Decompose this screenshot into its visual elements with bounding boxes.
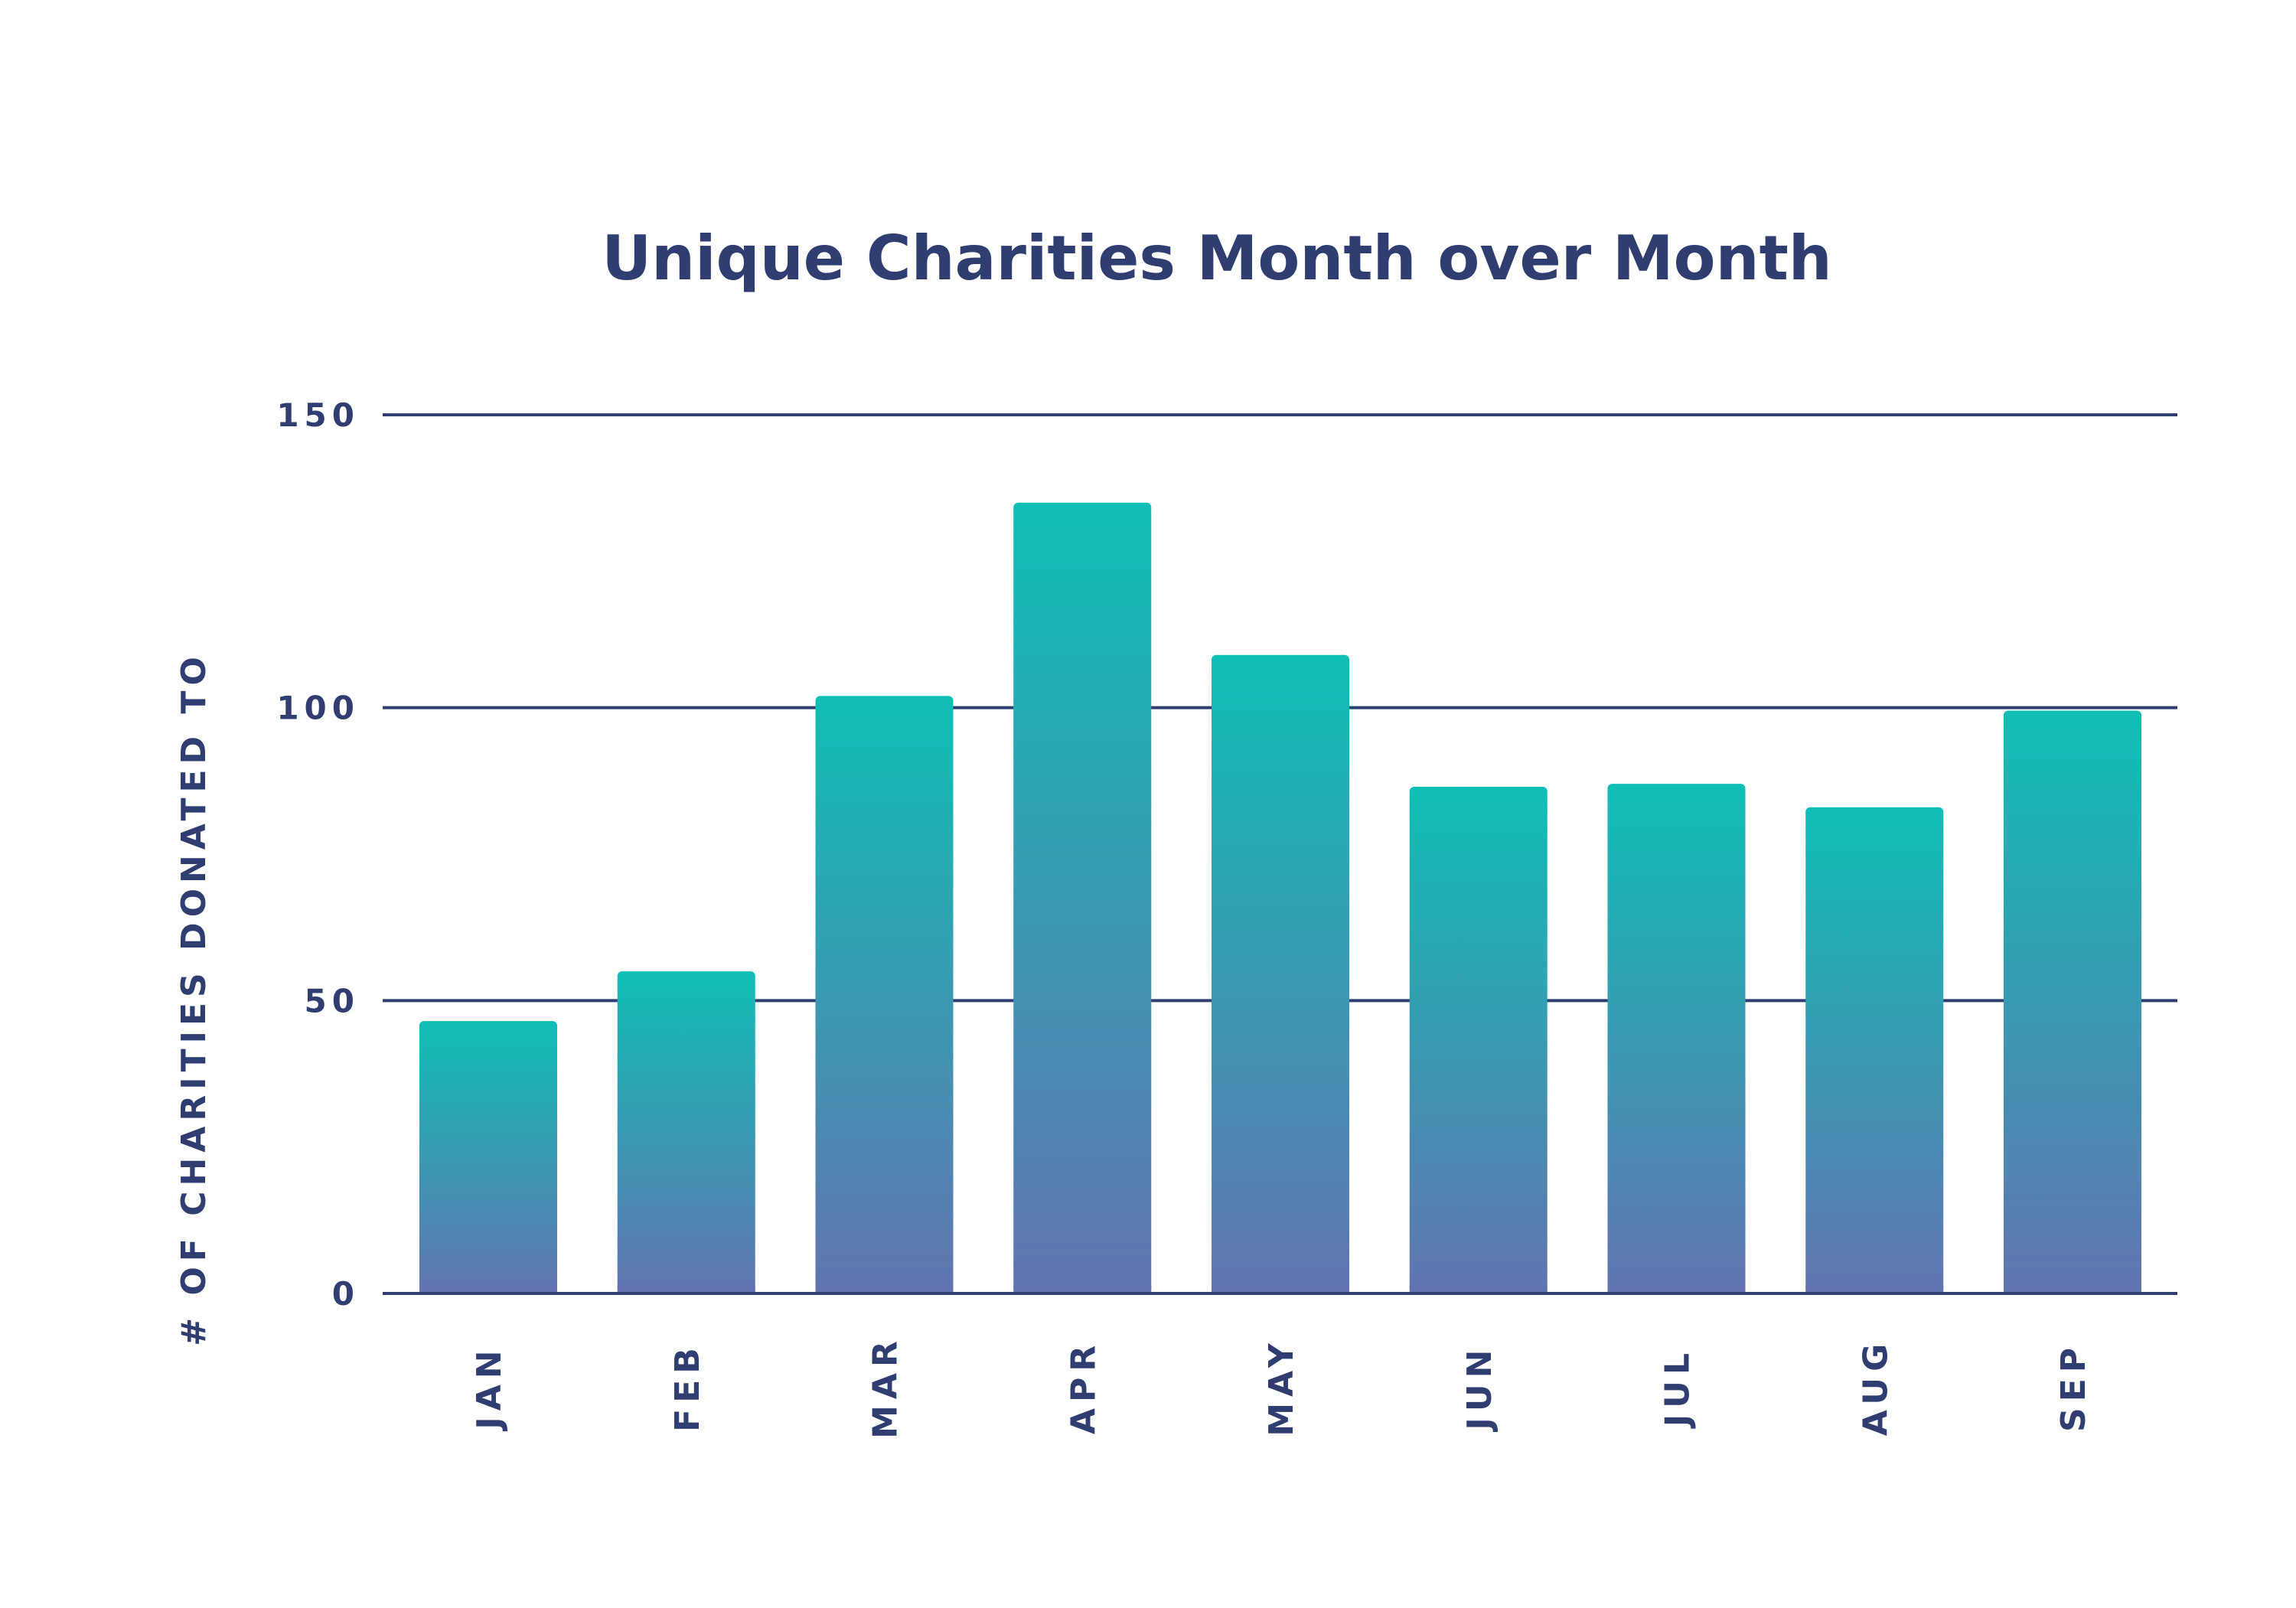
x-category-label-jun: JUN [1460, 1344, 1499, 1433]
bar-base-jun [1409, 1286, 1548, 1293]
bar-sep [2004, 710, 2141, 1293]
x-category-label-may: MAY [1262, 1337, 1301, 1437]
bar-base-aug [1805, 1286, 1944, 1293]
x-category-label-mar: MAR [866, 1335, 905, 1439]
bar-base-feb [617, 1286, 755, 1293]
x-category-label-aug: AUG [1856, 1338, 1895, 1437]
chart-title: Unique Charities Month over Month [602, 223, 1832, 294]
bar-feb [617, 971, 755, 1293]
bar-base-apr [1013, 1286, 1152, 1293]
x-axis-categories: JAN FEB MAR APR MAY JUN JUL AUG SEP [470, 1335, 2093, 1439]
y-tick-label: 100 [276, 690, 360, 727]
y-tick-label: 50 [305, 982, 360, 1019]
x-category-label-feb: FEB [668, 1342, 707, 1432]
bar-may [1212, 654, 1349, 1293]
bar-jun [1409, 786, 1548, 1293]
x-category-label-jan: JAN [470, 1344, 509, 1431]
y-axis-ticks: 0 50 100 150 [276, 396, 360, 1313]
bar-apr [1013, 502, 1152, 1293]
bar-mar [815, 696, 954, 1293]
bar-base-mar [815, 1286, 954, 1293]
y-tick-label: 0 [332, 1275, 360, 1313]
x-category-label-apr: APR [1064, 1339, 1103, 1434]
bars [383, 502, 2177, 1295]
bar-base-sep [2004, 1286, 2141, 1293]
bar-jan [419, 1021, 557, 1293]
x-category-label-sep: SEP [2054, 1342, 2093, 1432]
y-tick-label: 150 [276, 396, 360, 434]
y-axis-title: # OF CHARITIES DONATED TO [174, 651, 214, 1346]
bar-base-jan [419, 1286, 557, 1293]
bar-jul [1607, 784, 1746, 1293]
bar-base-may [1212, 1286, 1349, 1293]
x-category-label-jul: JUL [1658, 1347, 1698, 1429]
bar-aug [1805, 807, 1944, 1293]
bar-base-jul [1607, 1286, 1746, 1293]
